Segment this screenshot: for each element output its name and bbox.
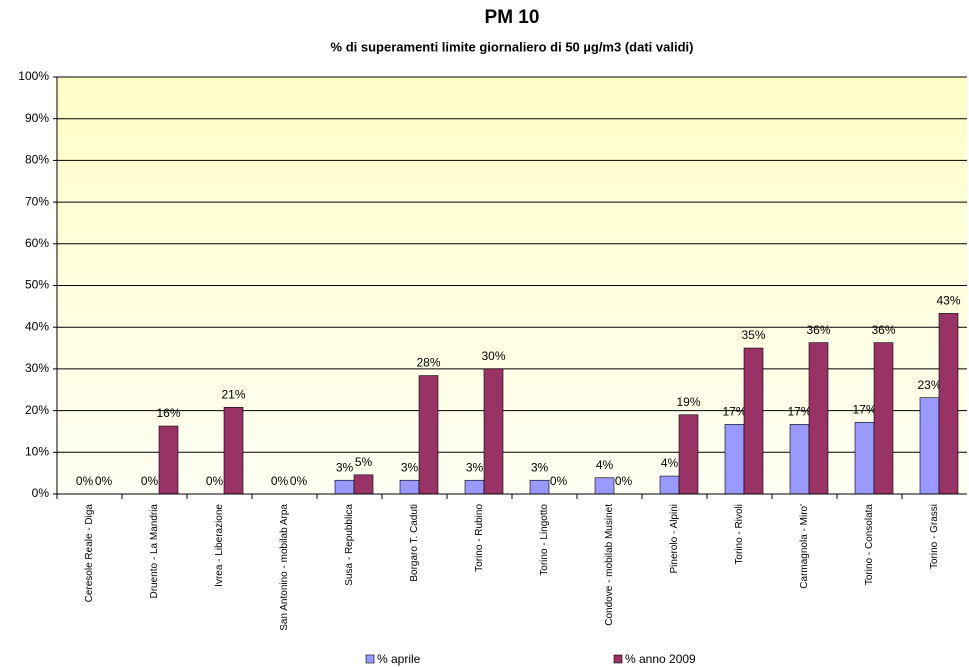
x-tick-label: Ceresole Reale - Diga [84,504,95,603]
bar [529,479,550,495]
bar [353,474,374,495]
bar [659,475,680,495]
value-label: 17% [852,402,876,416]
y-tick-label: 20% [25,403,49,417]
value-label: 0% [141,474,159,488]
x-tick-label: Torino - Grassi [929,504,940,569]
bar [743,347,764,495]
value-label: 3% [531,460,549,474]
y-tick-label: 100% [18,69,49,83]
legend-label: % aprile [377,652,421,666]
x-tick-label: Ivrea - Liberazione [214,504,225,587]
x-tick-label: Carmagnola - Miro' [799,504,810,589]
x-tick-label: Pinerolo - Alpini [669,504,680,573]
value-label: 17% [787,405,811,419]
x-tick-label: Torino - Rubino [474,504,485,572]
bar [399,479,420,495]
x-tick-label: Susa - Repubblica [344,504,355,586]
bar [594,477,615,495]
bar [464,479,485,495]
bar [919,397,940,495]
value-label: 36% [871,323,895,337]
value-label: 21% [221,387,245,401]
value-label: 3% [336,460,354,474]
value-label: 43% [936,294,960,308]
value-label: 3% [466,460,484,474]
x-tick-label: Torino - Consolata [864,504,875,586]
y-tick-label: 40% [25,319,49,333]
y-tick-label: 90% [25,111,49,125]
value-label: 36% [806,323,830,337]
value-label: 28% [416,356,440,370]
value-label: 0% [290,474,308,488]
bar [418,375,439,495]
value-label: 30% [481,349,505,363]
value-label: 3% [401,460,419,474]
value-label: 23% [917,378,941,392]
value-label: 0% [206,474,224,488]
value-label: 5% [355,455,373,469]
value-label: 16% [156,406,180,420]
y-tick-label: 60% [25,236,49,250]
value-label: 4% [596,458,614,472]
value-label: 19% [676,395,700,409]
bar [334,479,355,495]
legend-swatch [365,654,375,664]
value-label: 17% [722,405,746,419]
bar [854,421,875,495]
value-label: 0% [95,474,113,488]
legend-label: % anno 2009 [625,652,696,666]
y-tick-label: 70% [25,194,49,208]
value-label: 0% [550,474,568,488]
x-tick-label: San Antonino - mobilab Arpa [279,504,290,631]
chart-title: PM 10 [485,7,540,28]
bar [808,342,829,495]
chart-subtitle: % di superamenti limite giornaliero di 5… [331,39,694,54]
x-tick-label: Druento - La Mandria [149,504,160,599]
bar [873,342,894,495]
bar [483,368,504,495]
y-tick-label: 80% [25,153,49,167]
y-tick-label: 30% [25,361,49,375]
bar [938,313,959,495]
bar [724,424,745,495]
x-tick-label: Borgaro T. Caduti [409,504,420,582]
bar [678,414,699,495]
bar [158,425,179,495]
x-tick-label: Condove - mobilab Musinet [604,504,615,626]
value-label: 35% [741,328,765,342]
bar [789,424,810,495]
y-tick-label: 0% [32,486,50,500]
value-label: 4% [661,456,679,470]
y-tick-label: 10% [25,444,49,458]
value-label: 0% [76,474,94,488]
legend-swatch [613,654,623,664]
x-tick-label: Torino - Lingotto [539,504,550,576]
x-tick-label: Torino - Rivoli [734,504,745,565]
y-tick-label: 50% [25,278,49,292]
value-label: 0% [271,474,289,488]
value-label: 0% [615,474,633,488]
bar [223,406,244,495]
